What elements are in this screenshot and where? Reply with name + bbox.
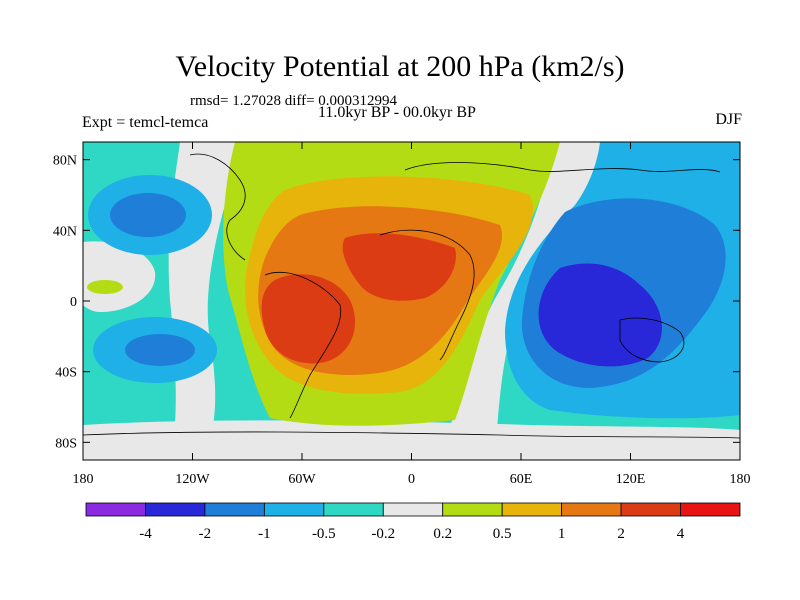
x-tick-label: 180 — [730, 472, 751, 487]
colorbar-label: -0.2 — [371, 526, 395, 542]
negative-1-north-pacific — [110, 193, 186, 237]
colorbar-label: -0.5 — [312, 526, 336, 542]
negative-1-west-pacific-blob — [666, 236, 698, 254]
colorbar-swatch — [620, 502, 681, 517]
chart-subtitle: rmsd= 1.27028 diff= 0.000312994 — [190, 93, 398, 109]
chart-title: Velocity Potential at 200 hPa (km2/s) — [175, 50, 625, 83]
period-label: 11.0kyr BP - 00.0kyr BP — [318, 104, 476, 121]
colorbar-label: 2 — [617, 526, 625, 542]
coast-north-america — [189, 153, 246, 261]
coast-africa — [379, 229, 475, 361]
experiment-label: Expt = temcl-temca — [82, 114, 209, 131]
y-tick-label: 40S — [55, 366, 77, 381]
positive-2-core-africa — [342, 233, 456, 301]
colorbar-swatch — [323, 502, 384, 517]
colorbar-label: -2 — [199, 526, 212, 542]
y-tick-label: 80N — [53, 154, 77, 169]
colorbar-swatch — [263, 502, 325, 517]
x-axis: 180 120W 60W 0 60E 120E 180 — [73, 142, 751, 487]
x-tick-label: 120W — [175, 472, 210, 487]
positive-2-core-south-america — [261, 274, 356, 364]
colorbar: -4 -2 -1 -0.5 -0.2 0.2 0.5 1 2 4 — [85, 502, 741, 542]
neutral-band-pacific — [83, 241, 156, 312]
colorbar-swatch — [680, 502, 741, 517]
colorbar-label: 4 — [677, 526, 685, 542]
colorbar-swatch — [442, 502, 503, 517]
x-tick-label: 60W — [288, 472, 316, 487]
contour-field — [83, 142, 740, 460]
negative-1-south-pacific — [125, 334, 195, 366]
positive-0.2-pacific-blob — [87, 280, 123, 294]
x-tick-label: 120E — [616, 472, 646, 487]
colorbar-label: -4 — [139, 526, 152, 542]
colorbar-swatch — [561, 502, 622, 517]
season-label: DJF — [715, 111, 742, 128]
coast-south-america — [264, 271, 342, 419]
colorbar-swatch — [501, 502, 563, 517]
y-tick-label: 40N — [53, 224, 77, 239]
coast-antarctica — [83, 431, 740, 439]
coast-australia — [619, 317, 685, 363]
neutral-band-south — [83, 420, 740, 460]
colorbar-swatch — [204, 502, 265, 517]
coast-eurasia — [404, 162, 721, 173]
colorbar-swatch — [382, 502, 444, 517]
colorbar-label: 0.2 — [433, 526, 452, 542]
y-axis: 80N 40N 0 40S 80S — [53, 154, 740, 451]
x-tick-label: 0 — [408, 472, 415, 487]
colorbar-swatch — [145, 502, 206, 517]
colorbar-label: 0.5 — [493, 526, 512, 542]
coastlines — [83, 153, 740, 439]
x-tick-label: 60E — [510, 472, 533, 487]
y-tick-label: 0 — [70, 295, 77, 310]
colorbar-label: -1 — [258, 526, 271, 542]
y-tick-label: 80S — [55, 436, 77, 451]
colorbar-swatch — [85, 502, 146, 517]
colorbar-label: 1 — [558, 526, 566, 542]
negative-2-core-maritime-continent — [538, 263, 662, 367]
x-tick-label: 180 — [73, 472, 94, 487]
